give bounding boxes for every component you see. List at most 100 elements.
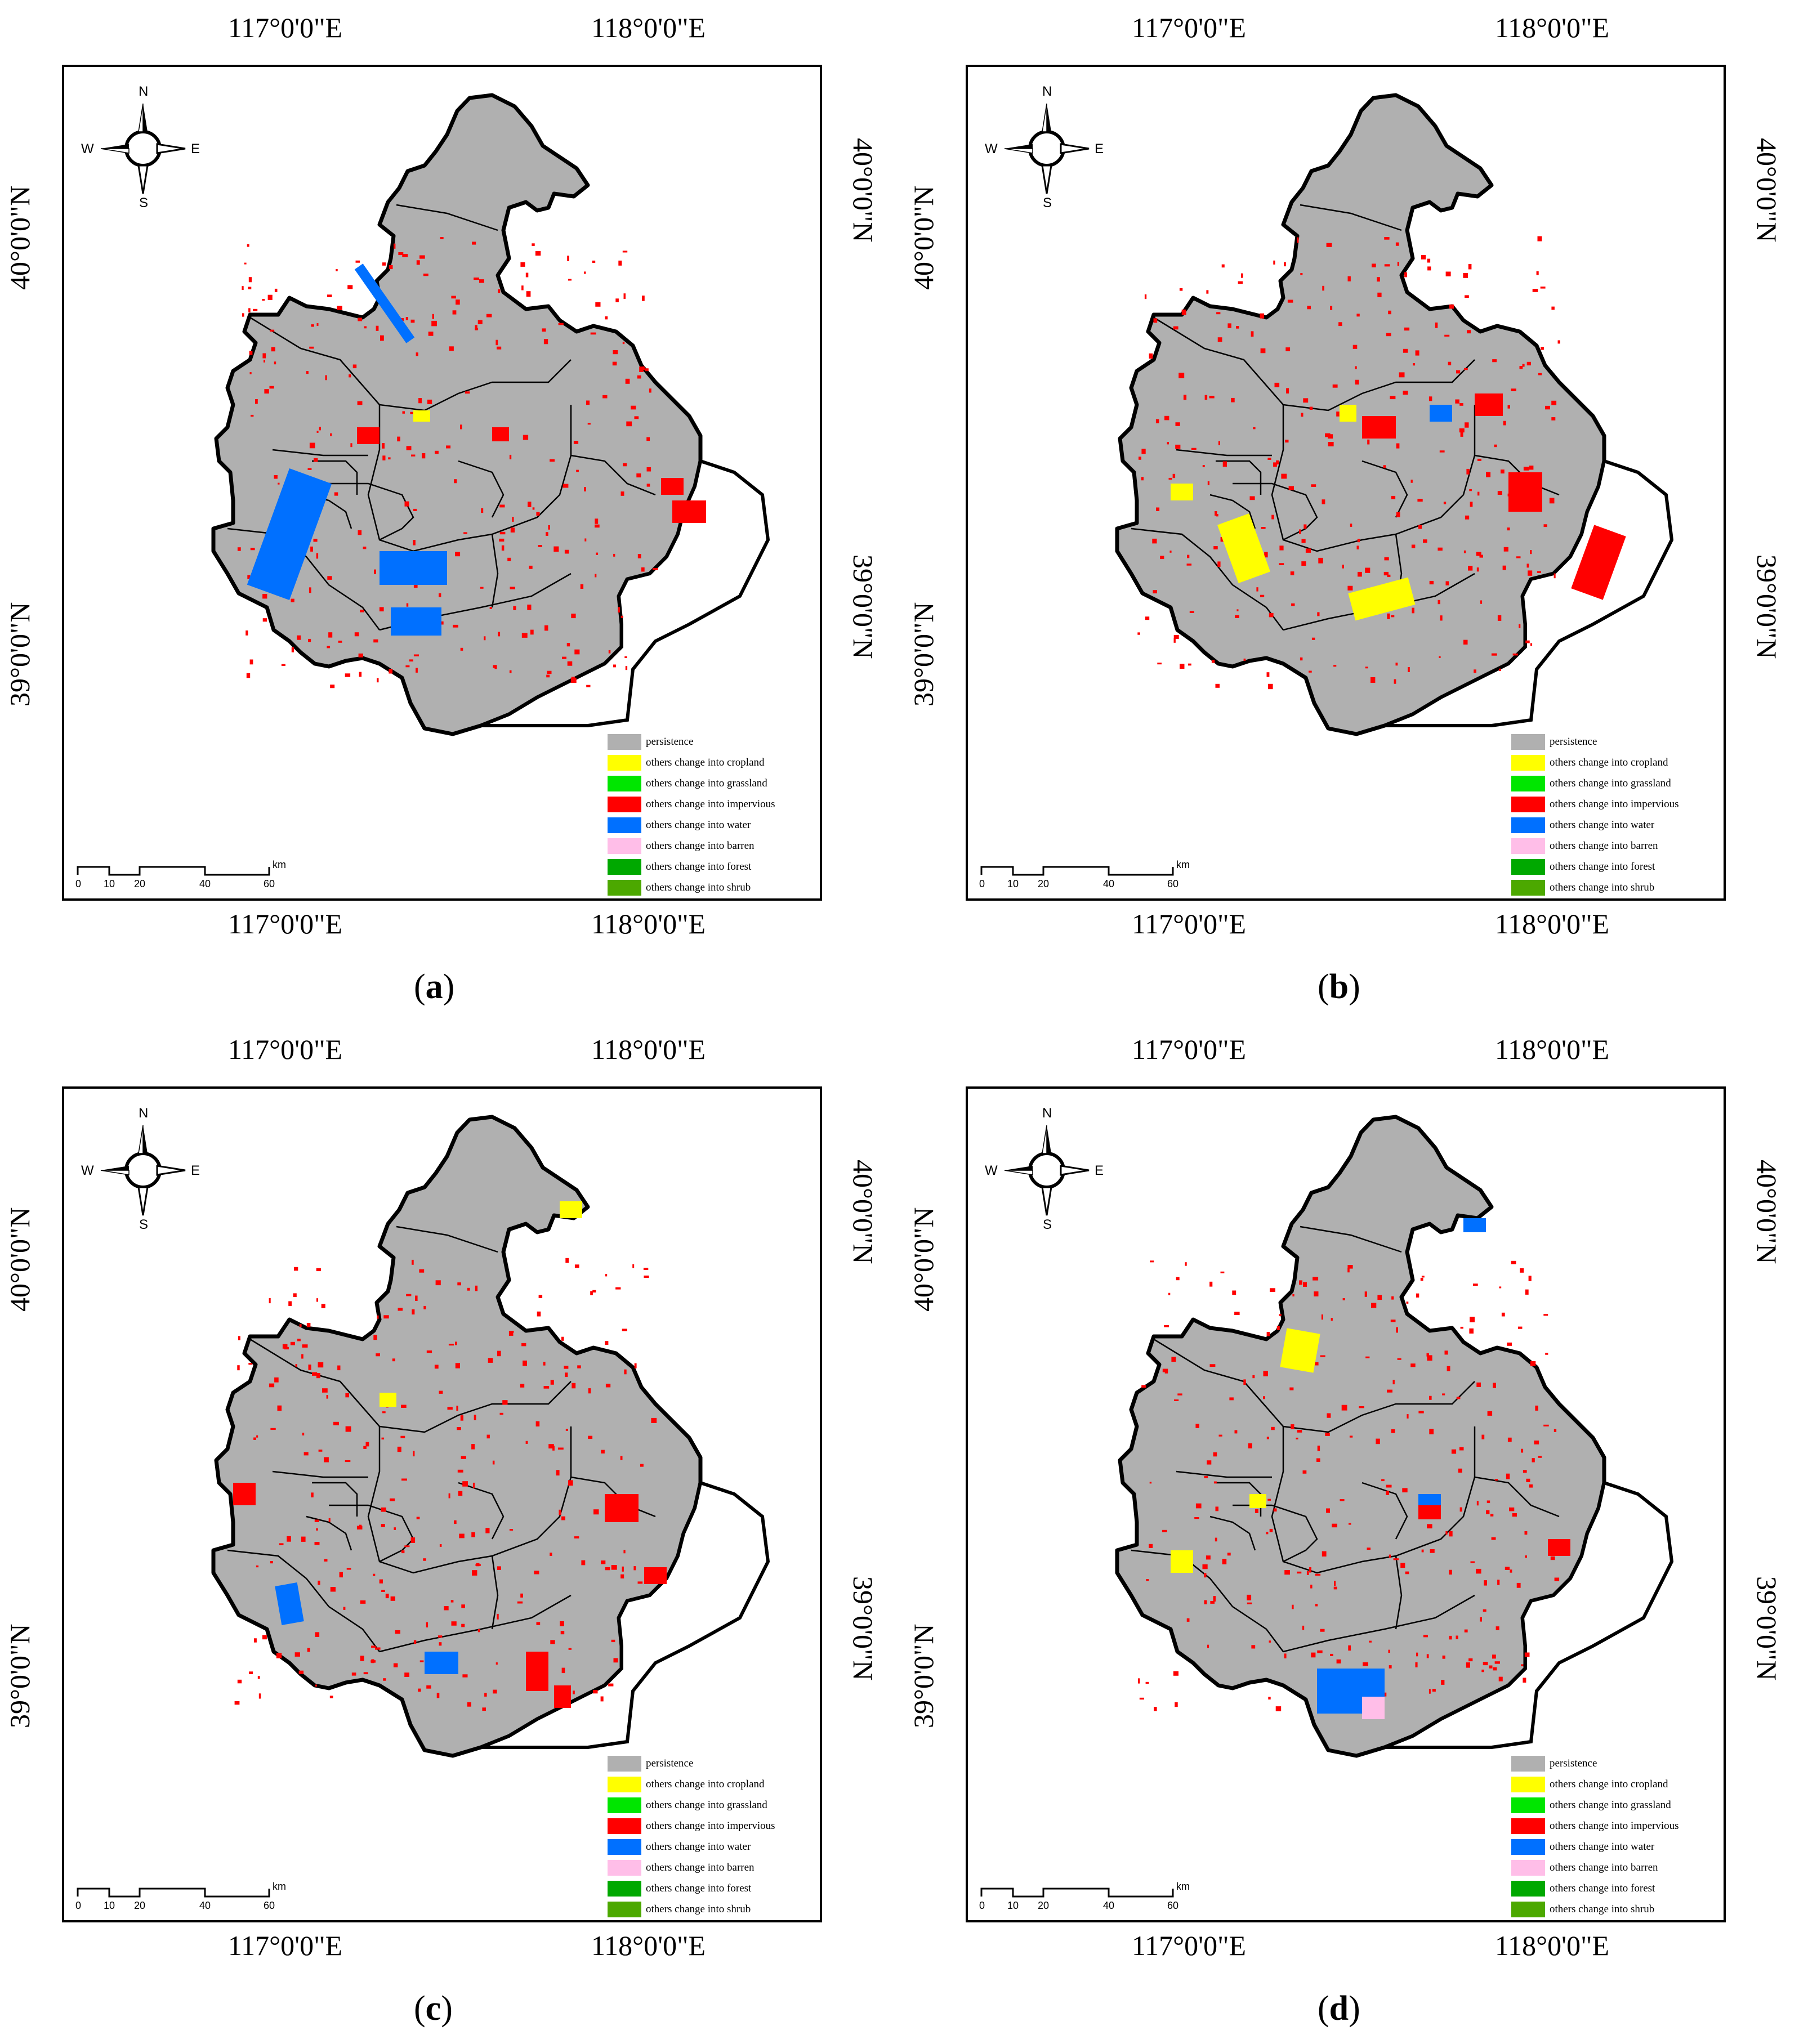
change-patch <box>560 1201 582 1218</box>
impervious-speck <box>1367 1547 1371 1550</box>
impervious-speck <box>558 323 564 325</box>
impervious-speck <box>1149 1482 1152 1484</box>
impervious-speck <box>1222 1559 1227 1564</box>
impervious-speck <box>1497 1580 1500 1585</box>
legend-label: others change into grassland <box>1550 777 1671 789</box>
impervious-speck <box>360 1656 364 1661</box>
impervious-speck <box>439 1642 442 1646</box>
impervious-speck <box>1381 1479 1385 1482</box>
impervious-speck <box>309 346 314 349</box>
impervious-speck <box>1144 294 1147 299</box>
impervious-speck <box>1400 1563 1405 1568</box>
impervious-speck <box>381 1590 385 1592</box>
impervious-speck <box>427 399 432 404</box>
impervious-speck <box>1317 1650 1323 1653</box>
impervious-speck <box>1215 1537 1217 1542</box>
impervious-speck <box>1466 1662 1470 1668</box>
impervious-speck <box>450 1600 454 1603</box>
impervious-speck <box>461 1623 465 1627</box>
impervious-speck <box>637 554 641 558</box>
impervious-speck <box>1180 664 1185 669</box>
impervious-speck <box>1185 1262 1187 1266</box>
compass-east-label: E <box>191 1163 200 1178</box>
impervious-speck <box>1284 1653 1287 1658</box>
legend-item: others change into grassland <box>608 773 816 794</box>
legend-label: others change into barren <box>1550 839 1658 852</box>
impervious-speck <box>1297 1430 1302 1433</box>
impervious-speck <box>561 1516 565 1520</box>
impervious-speck <box>584 538 587 542</box>
impervious-speck <box>580 584 584 589</box>
impervious-speck <box>322 1388 328 1393</box>
impervious-speck <box>623 293 626 299</box>
impervious-speck <box>1149 353 1153 359</box>
impervious-speck <box>394 243 396 249</box>
change-patch <box>247 468 332 601</box>
impervious-speck <box>1499 668 1501 671</box>
tianjin-region-persistence <box>211 93 703 736</box>
impervious-speck <box>1311 1652 1316 1658</box>
impervious-speck <box>1532 1458 1535 1462</box>
impervious-speck <box>625 378 630 384</box>
impervious-speck <box>1428 1689 1431 1694</box>
impervious-speck <box>398 1308 403 1311</box>
impervious-speck <box>1459 1507 1462 1512</box>
impervious-speck <box>379 1579 383 1584</box>
impervious-speck <box>314 458 318 462</box>
impervious-speck <box>373 639 378 643</box>
impervious-speck <box>1168 477 1172 480</box>
impervious-speck <box>460 1415 463 1421</box>
impervious-speck <box>1429 1429 1434 1434</box>
impervious-speck <box>1530 550 1532 554</box>
impervious-speck <box>402 411 405 414</box>
impervious-speck <box>413 508 417 511</box>
impervious-speck <box>624 656 627 658</box>
legend-swatch <box>1511 838 1545 854</box>
impervious-speck <box>1235 615 1239 618</box>
impervious-speck <box>1153 318 1158 323</box>
impervious-speck <box>1545 405 1550 410</box>
compass-rose-icon <box>100 1125 186 1216</box>
impervious-speck <box>1486 1510 1490 1514</box>
legend-label: others change into forest <box>1550 860 1655 873</box>
impervious-speck <box>1315 1604 1318 1607</box>
impervious-speck <box>1557 340 1560 344</box>
impervious-speck <box>1416 1652 1418 1657</box>
impervious-speck <box>1441 1680 1445 1685</box>
impervious-speck <box>484 636 486 641</box>
impervious-speck <box>477 320 483 324</box>
impervious-speck <box>1220 1271 1225 1273</box>
impervious-speck <box>1464 1629 1468 1632</box>
impervious-speck <box>374 569 376 574</box>
impervious-speck <box>1484 1580 1487 1586</box>
tianjin-region-persistence <box>1115 1115 1606 1758</box>
impervious-speck <box>1394 679 1396 684</box>
impervious-speck <box>400 1435 405 1438</box>
impervious-speck <box>1141 477 1144 481</box>
impervious-speck <box>325 375 327 381</box>
legend-label: others change into forest <box>1550 1882 1655 1894</box>
map-panel-b: 117°0'0"E 118°0'0"E 40°0'0"N 39°0'0"N 40… <box>904 0 1807 1022</box>
impervious-speck <box>454 1520 457 1524</box>
impervious-speck <box>1523 467 1529 471</box>
impervious-speck <box>1410 1363 1416 1367</box>
impervious-speck <box>1266 1332 1270 1336</box>
impervious-speck <box>312 1372 318 1376</box>
impervious-speck <box>573 441 579 444</box>
legend-label: others change into shrub <box>1550 1903 1655 1915</box>
impervious-speck <box>1516 556 1521 558</box>
impervious-speck <box>1322 1551 1327 1557</box>
impervious-speck <box>1526 563 1529 568</box>
legend-item: others change into impervious <box>1511 1815 1720 1836</box>
impervious-speck <box>383 1678 386 1681</box>
top-longitude-label-left: 117°0'0"E <box>1132 1034 1247 1065</box>
impervious-speck <box>1241 273 1243 278</box>
legend-label: others change into water <box>646 819 751 831</box>
impervious-speck <box>495 1662 498 1665</box>
impervious-speck <box>1479 554 1483 558</box>
impervious-speck <box>237 1365 240 1371</box>
impervious-speck <box>1432 1689 1436 1692</box>
top-longitude-label-right: 118°0'0"E <box>591 12 706 43</box>
legend-item: others change into forest <box>608 1878 816 1899</box>
impervious-speck <box>1392 1380 1395 1385</box>
